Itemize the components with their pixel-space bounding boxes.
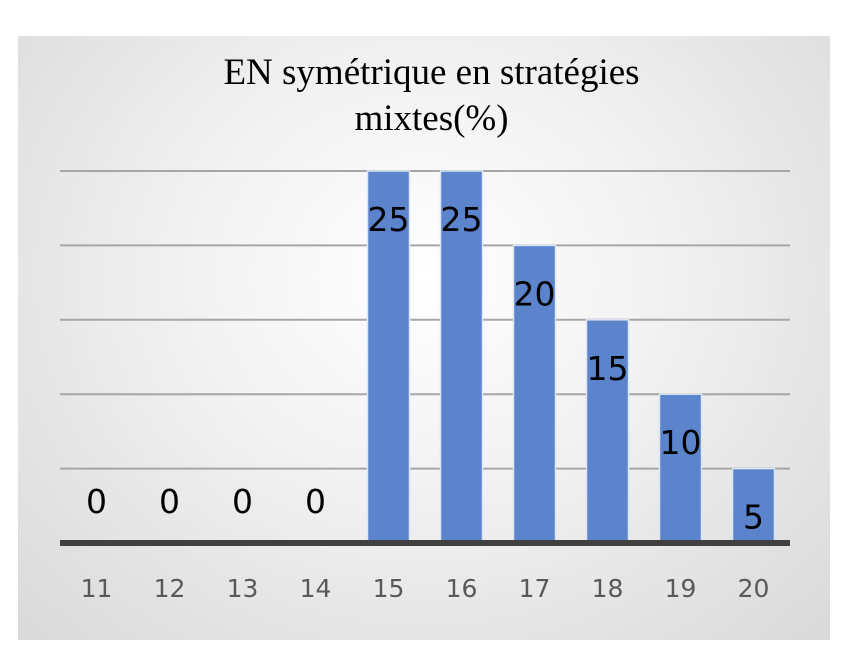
- data-label-17: 20: [514, 274, 556, 313]
- x-tick-labels: 11 12 13 14 15 16 17 18 19 20: [81, 574, 770, 603]
- bar-15: [366, 170, 411, 544]
- chart-title-line-2: mixtes(%): [354, 98, 509, 139]
- bar-18: [585, 319, 630, 544]
- bar-19: [658, 393, 703, 544]
- chart-title-line-1: EN symétrique en stratégies: [223, 52, 640, 93]
- x-tick-label-16: 16: [446, 574, 478, 603]
- x-tick-label-17: 17: [519, 574, 551, 603]
- bar-17: [512, 244, 557, 544]
- x-tick-label-12: 12: [154, 574, 186, 603]
- x-tick-label-15: 15: [373, 574, 405, 603]
- x-tick-label-20: 20: [738, 574, 770, 603]
- data-label-12: 0: [159, 482, 180, 521]
- chart-title: EN symétrique en stratégies mixtes(%): [0, 50, 863, 142]
- bar-16: [439, 170, 484, 544]
- x-tick-label-14: 14: [300, 574, 332, 603]
- data-label-20: 5: [743, 498, 764, 537]
- data-label-15: 25: [368, 200, 410, 239]
- data-label-14: 0: [305, 482, 326, 521]
- data-label-11: 0: [86, 482, 107, 521]
- x-tick-label-13: 13: [227, 574, 259, 603]
- data-label-13: 0: [232, 482, 253, 521]
- x-tick-label-19: 19: [665, 574, 697, 603]
- data-label-16: 25: [441, 200, 483, 239]
- data-label-19: 10: [660, 423, 702, 462]
- bar-20: [731, 467, 776, 544]
- x-tick-label-11: 11: [81, 574, 113, 603]
- x-tick-label-18: 18: [592, 574, 624, 603]
- data-label-18: 15: [587, 349, 629, 388]
- data-labels: 0 0 0 0 25 25 20 15 10 5: [86, 200, 764, 537]
- bars: [366, 170, 776, 544]
